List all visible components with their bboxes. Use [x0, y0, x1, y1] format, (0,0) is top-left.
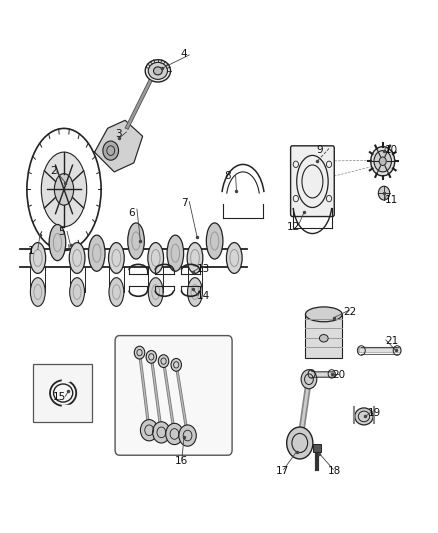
Ellipse shape [145, 60, 170, 82]
Ellipse shape [88, 235, 105, 271]
Ellipse shape [49, 224, 66, 261]
Text: 18: 18 [328, 466, 341, 476]
Ellipse shape [305, 307, 342, 322]
Ellipse shape [148, 62, 167, 79]
Ellipse shape [187, 243, 203, 273]
Circle shape [166, 423, 183, 445]
Text: 20: 20 [332, 370, 346, 381]
Polygon shape [95, 120, 143, 172]
Text: 12: 12 [286, 222, 300, 232]
Circle shape [287, 427, 313, 459]
Circle shape [152, 422, 170, 443]
Ellipse shape [54, 174, 74, 205]
Circle shape [158, 355, 169, 368]
Ellipse shape [41, 152, 87, 227]
Ellipse shape [148, 278, 163, 306]
Text: 21: 21 [385, 336, 398, 346]
Text: 3: 3 [115, 128, 122, 139]
Ellipse shape [374, 151, 392, 172]
Text: 17: 17 [276, 466, 289, 476]
Circle shape [134, 346, 145, 359]
Ellipse shape [153, 67, 162, 75]
FancyBboxPatch shape [290, 146, 334, 216]
Text: 22: 22 [343, 306, 357, 317]
Text: 19: 19 [367, 408, 381, 418]
Circle shape [179, 425, 196, 446]
Ellipse shape [109, 243, 124, 273]
Circle shape [378, 186, 390, 200]
Ellipse shape [30, 278, 45, 306]
Bar [313, 443, 321, 451]
Ellipse shape [69, 243, 85, 273]
Ellipse shape [379, 157, 386, 165]
Bar [305, 314, 342, 358]
Circle shape [301, 369, 317, 389]
Text: 9: 9 [316, 144, 323, 155]
Ellipse shape [226, 243, 242, 273]
Ellipse shape [148, 243, 163, 273]
Ellipse shape [206, 223, 223, 259]
Text: 4: 4 [181, 49, 187, 59]
Text: 11: 11 [385, 195, 398, 205]
Bar [33, 365, 92, 422]
Ellipse shape [355, 408, 373, 425]
Ellipse shape [187, 278, 202, 306]
Circle shape [146, 351, 156, 364]
Text: 14: 14 [197, 290, 210, 301]
Text: 7: 7 [181, 198, 187, 208]
Text: 2: 2 [50, 166, 57, 176]
Ellipse shape [30, 243, 46, 273]
Circle shape [141, 419, 158, 441]
Text: 8: 8 [224, 171, 231, 181]
Ellipse shape [70, 278, 85, 306]
Circle shape [171, 359, 181, 371]
Circle shape [103, 141, 119, 160]
Text: 5: 5 [59, 227, 65, 237]
Text: 15: 15 [53, 392, 66, 402]
Text: 1: 1 [28, 246, 35, 255]
Ellipse shape [167, 235, 184, 271]
FancyBboxPatch shape [115, 336, 232, 455]
Text: 10: 10 [385, 144, 398, 155]
Text: 16: 16 [175, 456, 188, 465]
Ellipse shape [371, 147, 395, 176]
Text: 6: 6 [128, 208, 135, 219]
Text: 13: 13 [197, 264, 210, 274]
Ellipse shape [128, 223, 145, 259]
Ellipse shape [109, 278, 124, 306]
Ellipse shape [319, 335, 328, 342]
